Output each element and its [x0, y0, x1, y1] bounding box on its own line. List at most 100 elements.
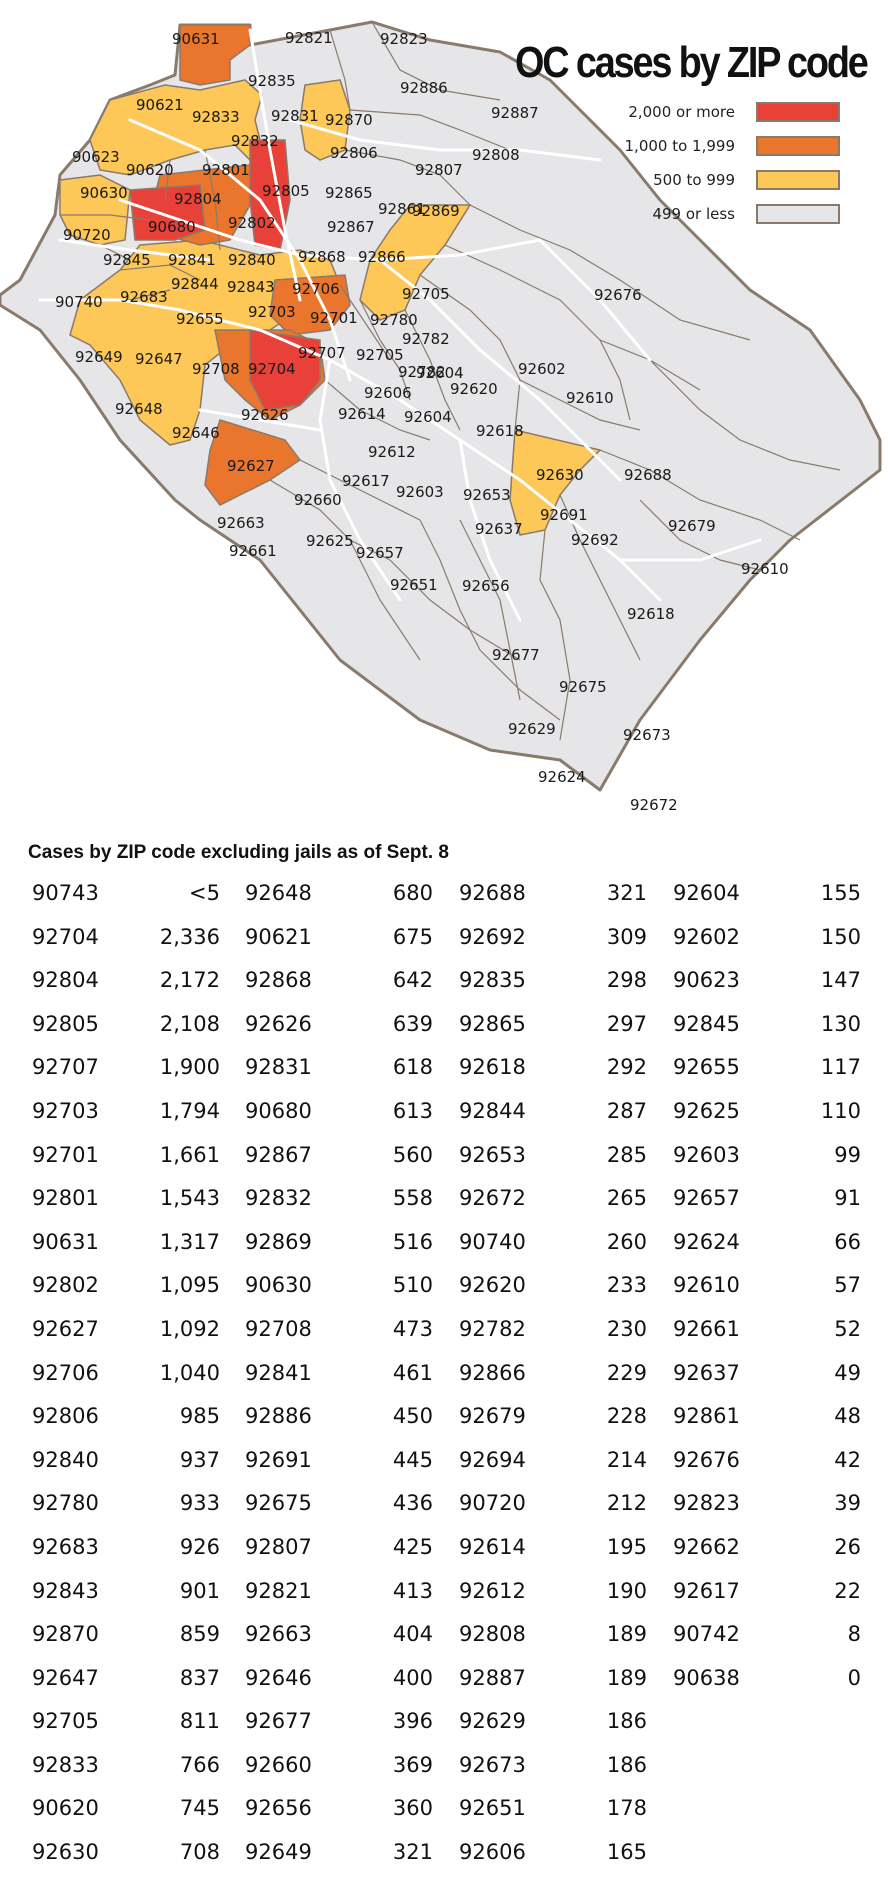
case-count: 675	[392, 924, 433, 949]
legend-swatch	[756, 136, 840, 156]
zip-code: 92663	[245, 1622, 312, 1647]
case-count: 425	[392, 1534, 433, 1559]
zip-code: 92802	[32, 1273, 99, 1298]
zip-code: 92676	[673, 1447, 740, 1472]
case-count: 285	[606, 1142, 647, 1167]
case-count: 186	[606, 1752, 647, 1777]
table-row: 90740 260	[459, 1224, 669, 1268]
zip-labels: 90631 92821 92823 92835 92886 90621 92833 92831…	[55, 29, 789, 814]
zip-label-92706: 92706	[292, 280, 340, 298]
table-row: 92707 1,900	[32, 1049, 242, 1093]
case-count: 2,108	[159, 1011, 220, 1036]
zip-code: 92806	[32, 1404, 99, 1429]
legend-swatch	[756, 170, 840, 190]
zip-label-92708: 92708	[192, 360, 240, 378]
zip-code: 90743	[32, 881, 99, 905]
case-count: 926	[179, 1534, 220, 1559]
zip-label-90620: 90620	[126, 161, 174, 179]
table-row: 92845 130	[673, 1006, 883, 1050]
oc-zip-map: 90631 92821 92823 92835 92886 90621 92833 92831…	[0, 20, 882, 814]
table-row: 92801 1,543	[32, 1180, 242, 1224]
case-count: 321	[392, 1840, 433, 1865]
case-count: 42	[834, 1447, 861, 1472]
legend-label: 500 to 999	[653, 171, 735, 189]
table-row: 92701 1,661	[32, 1137, 242, 1181]
zip-code: 92886	[245, 1404, 312, 1429]
zip-label-92865: 92865	[325, 184, 373, 202]
table-row: 92653 285	[459, 1137, 669, 1181]
zip-label-92677: 92677	[492, 646, 540, 664]
case-count: 214	[606, 1447, 647, 1472]
table-row: 92675 436	[245, 1485, 455, 1529]
legend-item: 499 or less	[560, 203, 840, 237]
zip-code: 92673	[459, 1752, 526, 1777]
table-row: 92624 66	[673, 1224, 883, 1268]
table-row: 92841 461	[245, 1355, 455, 1399]
zip-label-90720: 90720	[63, 226, 111, 244]
table-row: 90743 <5	[32, 875, 242, 919]
table-row: 92656 360	[245, 1790, 455, 1834]
zip-label-92617: 92617	[342, 472, 390, 490]
case-count: 189	[606, 1665, 647, 1690]
case-count: 859	[179, 1622, 220, 1647]
zip-label-92808: 92808	[472, 146, 520, 164]
table-row: 92625 110	[673, 1093, 883, 1137]
legend-item: 2,000 or more	[560, 101, 840, 135]
case-count: 150	[820, 924, 861, 949]
zip-code: 92869	[245, 1229, 312, 1254]
case-count: 57	[834, 1273, 861, 1298]
table-row: 92868 642	[245, 962, 455, 1006]
zip-code: 90742	[673, 1622, 740, 1647]
case-count: <5	[189, 881, 220, 905]
case-count: 265	[606, 1186, 647, 1211]
zip-code: 92655	[673, 1055, 740, 1080]
case-count: 297	[606, 1011, 647, 1036]
case-count: 178	[606, 1796, 647, 1821]
zip-label-92701: 92701	[310, 309, 358, 327]
zip-code: 92618	[459, 1055, 526, 1080]
case-count: 189	[606, 1622, 647, 1647]
zip-label-92651: 92651	[390, 576, 438, 594]
table-row: 92603 99	[673, 1137, 883, 1181]
zip-label-92821: 92821	[285, 29, 333, 47]
zip-label-92637: 92637	[475, 520, 523, 538]
zip-code: 92832	[245, 1186, 312, 1211]
zip-label-92844: 92844	[171, 275, 219, 293]
table-row: 92627 1,092	[32, 1311, 242, 1355]
legend-swatch	[756, 204, 840, 224]
case-count: 1,543	[159, 1186, 220, 1211]
zip-label-92626: 92626	[241, 406, 289, 424]
zip-label-92861: 92861	[378, 200, 426, 218]
zip-code: 90740	[459, 1229, 526, 1254]
case-count: 298	[606, 968, 647, 993]
zip-code: 90620	[32, 1796, 99, 1821]
zip-code: 90630	[245, 1273, 312, 1298]
zip-label-92843: 92843	[227, 278, 275, 296]
zip-boundaries	[60, 21, 841, 741]
cases-table: 90743 <5 92704 2,336 92804 2,172 92805 2,108 927…	[0, 875, 888, 1874]
table-row: 90720 212	[459, 1485, 669, 1529]
case-count: 292	[606, 1055, 647, 1080]
table-row: 92821 413	[245, 1573, 455, 1617]
case-count: 1,794	[159, 1098, 220, 1123]
legend-item: 500 to 999	[560, 169, 840, 203]
zip-code: 92707	[32, 1055, 99, 1080]
table-row: 92630 708	[32, 1834, 242, 1878]
case-count: 1,317	[159, 1229, 220, 1254]
zip-code: 92677	[245, 1709, 312, 1734]
zip-label-92835: 92835	[248, 72, 296, 90]
zip-code: 92701	[32, 1142, 99, 1167]
table-row: 92683 926	[32, 1529, 242, 1573]
case-count: 360	[392, 1796, 433, 1821]
case-count: 117	[820, 1055, 861, 1080]
zip-code: 92801	[32, 1186, 99, 1211]
zip-label-90631: 90631	[172, 30, 220, 48]
zip-label-92869: 92869	[412, 202, 460, 220]
zip-label-92676: 92676	[594, 286, 642, 304]
zip-label-92604: 92604	[404, 408, 452, 426]
zip-code: 92624	[673, 1229, 740, 1254]
zip-label-92603: 92603	[396, 483, 444, 501]
case-count: 400	[392, 1665, 433, 1690]
table-row: 92676 42	[673, 1442, 883, 1486]
table-row: 92648 680	[245, 875, 455, 919]
